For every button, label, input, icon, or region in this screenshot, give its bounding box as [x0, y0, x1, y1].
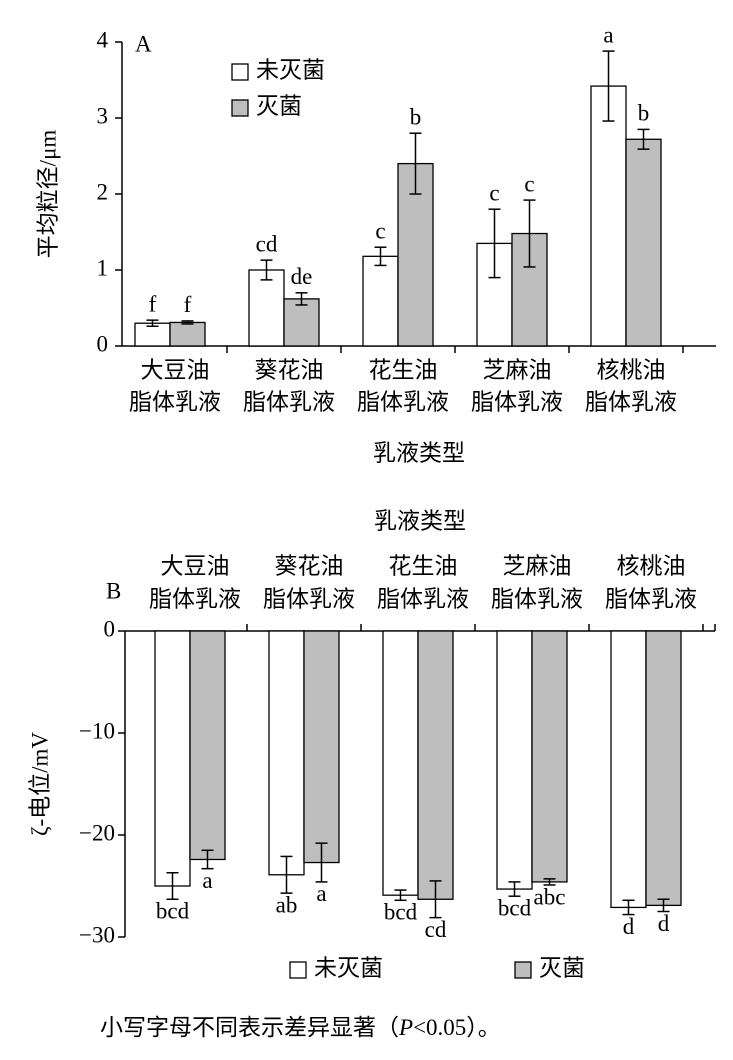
y-tick-label: 1 [97, 255, 109, 280]
significance-letter: c [524, 171, 534, 196]
x-tick-label: 花生油 [369, 357, 438, 382]
bar [303, 630, 340, 864]
significance-letter: a [202, 868, 212, 893]
y-tick-label: 0 [97, 331, 109, 356]
x-tick-label: 脂体乳液 [377, 586, 469, 611]
significance-letter: bcd [384, 900, 418, 925]
x-tick-label: 脂体乳液 [605, 586, 697, 611]
significance-letter: ab [276, 892, 298, 917]
bar [362, 255, 399, 347]
x-tick-label: 核桃油 [597, 357, 666, 382]
bar [610, 630, 647, 909]
y-axis-label: ζ-电位/mV [27, 732, 52, 836]
x-tick-label: 葵花油 [255, 357, 324, 382]
bar [417, 630, 454, 900]
x-tick-label: 脂体乳液 [129, 389, 221, 414]
significance-letter: cd [256, 231, 278, 256]
significance-letter: a [603, 22, 613, 47]
note-italic: P [398, 1015, 413, 1040]
x-tick-label: 芝麻油 [503, 553, 572, 578]
legend-label: 未灭菌 [256, 57, 325, 82]
y-tick-label: −10 [79, 718, 115, 743]
bar [283, 298, 320, 347]
y-tick-label: 4 [97, 27, 109, 52]
bar [645, 630, 682, 907]
x-tick-label: 脂体乳液 [491, 586, 583, 611]
legend-label: 未灭菌 [314, 955, 383, 980]
legend-swatch [514, 961, 532, 979]
significance-letter: f [149, 291, 157, 316]
footnote: 小写字母不同表示差异显著（P<0.05）。 [100, 1015, 501, 1040]
bar [268, 630, 305, 876]
bar [590, 85, 627, 347]
legend-swatch [231, 99, 249, 117]
significance-letter: a [316, 881, 326, 906]
y-axis-label: 平均粒径/μm [35, 130, 60, 259]
x-tick-label: 大豆油 [161, 553, 230, 578]
significance-letter: b [410, 104, 422, 129]
x-tick-label: 脂体乳液 [149, 586, 241, 611]
bar [169, 321, 206, 347]
x-tick-label: 大豆油 [141, 357, 210, 382]
significance-letter: d [623, 914, 635, 939]
y-tick-label: −20 [79, 820, 115, 845]
x-tick-label: 芝麻油 [483, 357, 552, 382]
bar [382, 630, 419, 896]
significance-letter: bcd [156, 899, 190, 924]
legend-swatch [231, 63, 249, 81]
x-tick-label: 葵花油 [275, 553, 344, 578]
panel-label: B [106, 578, 121, 603]
legend-label: 灭菌 [256, 93, 302, 118]
significance-letter: f [184, 292, 192, 317]
significance-letter: cd [425, 917, 447, 942]
x-tick-label: 花生油 [389, 553, 458, 578]
y-tick-label: 3 [97, 103, 109, 128]
note-text: 小写字母不同表示差异显著（ [100, 1015, 399, 1040]
bar [625, 138, 662, 347]
panel-label: A [135, 31, 152, 56]
significance-letter: c [489, 180, 499, 205]
significance-letter: bcd [498, 895, 532, 920]
x-tick-label: 脂体乳液 [263, 586, 355, 611]
significance-letter: de [291, 264, 313, 289]
bar [154, 630, 191, 887]
y-tick-label: −30 [79, 922, 115, 947]
bar [531, 630, 568, 883]
legend-swatch [289, 961, 307, 979]
significance-letter: abc [534, 884, 566, 909]
bar [496, 630, 533, 890]
x-axis-label: 乳液类型 [374, 508, 466, 533]
x-tick-label: 脂体乳液 [471, 389, 563, 414]
x-tick-label: 脂体乳液 [357, 389, 449, 414]
x-tick-label: 脂体乳液 [585, 389, 677, 414]
bar [189, 630, 226, 861]
x-tick-label: 核桃油 [617, 553, 686, 578]
y-tick-label: 0 [104, 616, 116, 641]
legend-label: 灭菌 [539, 955, 585, 980]
x-axis-label: 乳液类型 [373, 440, 465, 465]
note-text: <0.05）。 [413, 1015, 501, 1040]
y-tick-label: 2 [97, 179, 109, 204]
significance-letter: b [638, 101, 650, 126]
significance-letter: c [375, 218, 385, 243]
bar [248, 269, 285, 347]
x-tick-label: 脂体乳液 [243, 389, 335, 414]
significance-letter: d [658, 911, 670, 936]
